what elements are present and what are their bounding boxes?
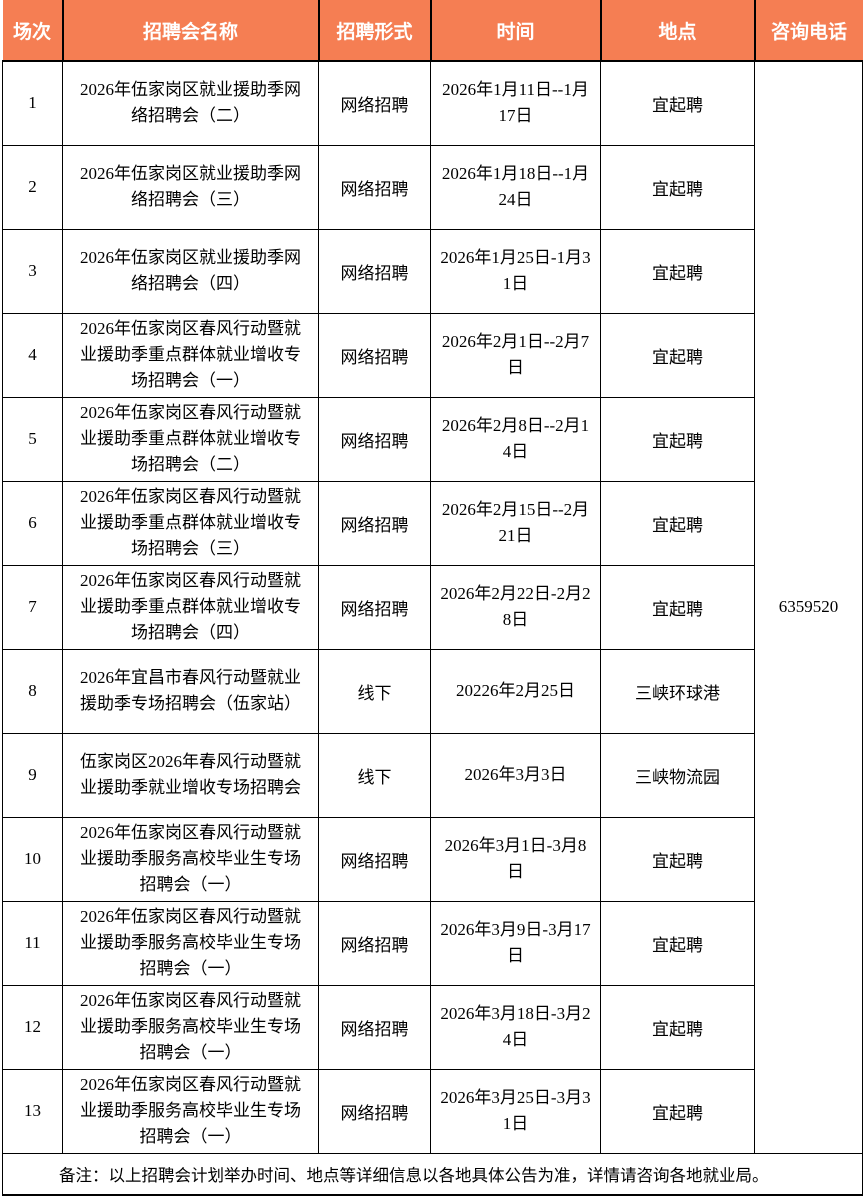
time-cell: 2026年1月25日-1月31日	[430, 228, 601, 314]
form-cell: 线下	[318, 648, 431, 734]
note-row: 备注：以上招聘会计划举办时间、地点等详细信息以各地具体公告为准，详情请咨询各地就…	[2, 1152, 863, 1196]
phone-cell: 6359520	[754, 60, 863, 1154]
session-number-cell: 2	[2, 144, 63, 230]
location-cell: 宜起聘	[600, 816, 755, 902]
table-row: 2 2026年伍家岗区就业援助季网络招聘会（三） 网络招聘 2026年1月18日…	[2, 144, 863, 230]
location-cell: 宜起聘	[600, 312, 755, 398]
session-number-cell: 5	[2, 396, 63, 482]
table-row: 4 2026年伍家岗区春风行动暨就业援助季重点群体就业增收专场招聘会（一） 网络…	[2, 312, 863, 398]
column-header-form: 招聘形式	[317, 0, 431, 62]
time-cell: 2026年2月8日--2月14日	[430, 396, 601, 482]
session-number-cell: 13	[2, 1068, 63, 1154]
table-body: 1 2026年伍家岗区就业援助季网络招聘会（二） 网络招聘 2026年1月11日…	[2, 60, 863, 1154]
location-cell: 三峡物流园	[600, 732, 755, 818]
header-row: 场次 招聘会名称 招聘形式 时间 地点 咨询电话	[2, 0, 863, 62]
time-cell: 2026年3月9日-3月17日	[430, 900, 601, 986]
session-number-cell: 3	[2, 228, 63, 314]
location-cell: 宜起聘	[600, 564, 755, 650]
fair-name-cell: 伍家岗区2026年春风行动暨就业援助季就业增收专场招聘会	[62, 732, 319, 818]
time-cell: 20226年2月25日	[430, 648, 601, 734]
time-cell: 2026年1月18日--1月24日	[430, 144, 601, 230]
fair-name-cell: 2026年伍家岗区就业援助季网络招聘会（三）	[62, 144, 319, 230]
session-number-cell: 7	[2, 564, 63, 650]
table-footer: 备注：以上招聘会计划举办时间、地点等详细信息以各地具体公告为准，详情请咨询各地就…	[2, 1152, 863, 1196]
time-cell: 2026年3月18日-3月24日	[430, 984, 601, 1070]
time-cell: 2026年2月1日--2月7日	[430, 312, 601, 398]
form-cell: 网络招聘	[318, 816, 431, 902]
table-row: 8 2026年宜昌市春风行动暨就业援助季专场招聘会（伍家站） 线下 20226年…	[2, 648, 863, 734]
session-number-cell: 8	[2, 648, 63, 734]
column-header-time: 时间	[429, 0, 601, 62]
time-cell: 2026年2月22日-2月28日	[430, 564, 601, 650]
column-header-phone: 咨询电话	[753, 0, 863, 62]
table-row: 9 伍家岗区2026年春风行动暨就业援助季就业增收专场招聘会 线下 2026年3…	[2, 732, 863, 818]
location-cell: 宜起聘	[600, 1068, 755, 1154]
session-number-cell: 11	[2, 900, 63, 986]
time-cell: 2026年3月3日	[430, 732, 601, 818]
location-cell: 宜起聘	[600, 228, 755, 314]
form-cell: 网络招聘	[318, 900, 431, 986]
location-cell: 宜起聘	[600, 480, 755, 566]
fair-name-cell: 2026年伍家岗区春风行动暨就业援助季重点群体就业增收专场招聘会（一）	[62, 312, 319, 398]
form-cell: 网络招聘	[318, 984, 431, 1070]
form-cell: 网络招聘	[318, 144, 431, 230]
location-cell: 宜起聘	[600, 60, 755, 146]
table-header: 场次 招聘会名称 招聘形式 时间 地点 咨询电话	[2, 0, 863, 62]
session-number-cell: 9	[2, 732, 63, 818]
location-cell: 三峡环球港	[600, 648, 755, 734]
fair-name-cell: 2026年伍家岗区春风行动暨就业援助季服务高校毕业生专场招聘会（一）	[62, 1068, 319, 1154]
table-row: 10 2026年伍家岗区春风行动暨就业援助季服务高校毕业生专场招聘会（一） 网络…	[2, 816, 863, 902]
time-cell: 2026年1月11日--1月17日	[430, 60, 601, 146]
session-number-cell: 6	[2, 480, 63, 566]
note-cell: 备注：以上招聘会计划举办时间、地点等详细信息以各地具体公告为准，详情请咨询各地就…	[2, 1152, 863, 1196]
location-cell: 宜起聘	[600, 396, 755, 482]
session-number-cell: 4	[2, 312, 63, 398]
form-cell: 网络招聘	[318, 396, 431, 482]
session-number-cell: 12	[2, 984, 63, 1070]
table-row: 1 2026年伍家岗区就业援助季网络招聘会（二） 网络招聘 2026年1月11日…	[2, 60, 863, 1154]
form-cell: 网络招聘	[318, 480, 431, 566]
table-row: 6 2026年伍家岗区春风行动暨就业援助季重点群体就业增收专场招聘会（三） 网络…	[2, 480, 863, 566]
table-row: 11 2026年伍家岗区春风行动暨就业援助季服务高校毕业生专场招聘会（一） 网络…	[2, 900, 863, 986]
form-cell: 线下	[318, 732, 431, 818]
fair-name-cell: 2026年伍家岗区春风行动暨就业援助季服务高校毕业生专场招聘会（一）	[62, 816, 319, 902]
fair-name-cell: 2026年伍家岗区春风行动暨就业援助季服务高校毕业生专场招聘会（一）	[62, 984, 319, 1070]
fair-name-cell: 2026年伍家岗区就业援助季网络招聘会（二）	[62, 60, 319, 146]
table-row: 3 2026年伍家岗区就业援助季网络招聘会（四） 网络招聘 2026年1月25日…	[2, 228, 863, 314]
table-row: 13 2026年伍家岗区春风行动暨就业援助季服务高校毕业生专场招聘会（一） 网络…	[2, 1068, 863, 1154]
location-cell: 宜起聘	[600, 144, 755, 230]
form-cell: 网络招聘	[318, 1068, 431, 1154]
table-row: 7 2026年伍家岗区春风行动暨就业援助季重点群体就业增收专场招聘会（四） 网络…	[2, 564, 863, 650]
fair-name-cell: 2026年伍家岗区春风行动暨就业援助季服务高校毕业生专场招聘会（一）	[62, 900, 319, 986]
fair-name-cell: 2026年伍家岗区就业援助季网络招聘会（四）	[62, 228, 319, 314]
time-cell: 2026年3月25日-3月31日	[430, 1068, 601, 1154]
form-cell: 网络招聘	[318, 60, 431, 146]
time-cell: 2026年2月15日--2月21日	[430, 480, 601, 566]
form-cell: 网络招聘	[318, 312, 431, 398]
fair-name-cell: 2026年伍家岗区春风行动暨就业援助季重点群体就业增收专场招聘会（二）	[62, 396, 319, 482]
column-header-location: 地点	[599, 0, 755, 62]
table-row: 12 2026年伍家岗区春风行动暨就业援助季服务高校毕业生专场招聘会（一） 网络…	[2, 984, 863, 1070]
location-cell: 宜起聘	[600, 984, 755, 1070]
time-cell: 2026年3月1日-3月8日	[430, 816, 601, 902]
fair-name-cell: 2026年伍家岗区春风行动暨就业援助季重点群体就业增收专场招聘会（四）	[62, 564, 319, 650]
fair-name-cell: 2026年宜昌市春风行动暨就业援助季专场招聘会（伍家站）	[62, 648, 319, 734]
fair-name-cell: 2026年伍家岗区春风行动暨就业援助季重点群体就业增收专场招聘会（三）	[62, 480, 319, 566]
form-cell: 网络招聘	[318, 228, 431, 314]
session-number-cell: 1	[2, 60, 63, 146]
session-number-cell: 10	[2, 816, 63, 902]
table-row: 5 2026年伍家岗区春风行动暨就业援助季重点群体就业增收专场招聘会（二） 网络…	[2, 396, 863, 482]
form-cell: 网络招聘	[318, 564, 431, 650]
column-header-name: 招聘会名称	[61, 0, 319, 62]
location-cell: 宜起聘	[600, 900, 755, 986]
column-header-session: 场次	[2, 0, 63, 62]
